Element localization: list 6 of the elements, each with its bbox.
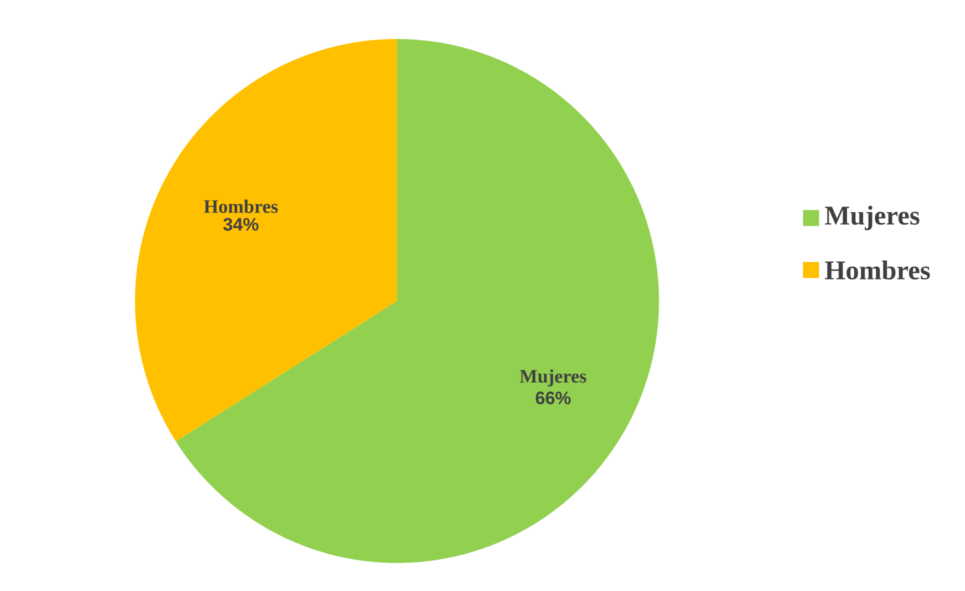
legend-label: Hombres [825,260,930,280]
slice-label: Mujeres [520,369,586,387]
data-label: 66% [536,392,571,404]
slice-label: Hombres [204,200,278,213]
legend-label: Mujeres [825,206,920,230]
data-label: 34% [223,218,258,231]
